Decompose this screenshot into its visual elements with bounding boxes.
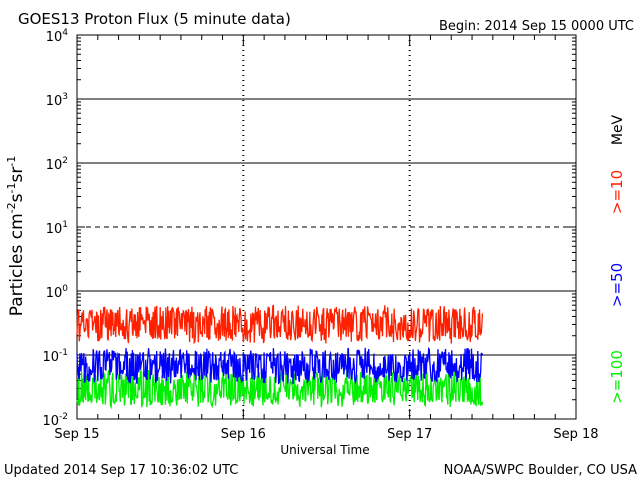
begin-time: Begin: 2014 Sep 15 0000 UTC: [439, 19, 634, 34]
y-tick-label: 100: [46, 284, 69, 301]
x-axis-ticks: Sep 15 Sep 16 Sep 17 Sep 18: [54, 35, 599, 442]
y-axis-label: Particles cm-2s-1sr-1: [5, 156, 27, 317]
legend-unit: MeV: [610, 114, 626, 145]
legend-entry: >=100: [608, 350, 626, 404]
legend: MeV >=10 >=50 >=100: [608, 114, 626, 403]
y-tick-label: 101: [46, 220, 68, 237]
x-axis-label: Universal Time: [280, 443, 369, 457]
credit-text: NOAA/SWPC Boulder, CO USA: [444, 463, 637, 478]
y-tick-label: 103: [46, 92, 68, 109]
y-tick-label: 10-1: [42, 348, 68, 365]
y-tick-label: 104: [46, 28, 69, 45]
legend-entry: >=50: [608, 263, 626, 307]
x-tick-label: Sep 16: [221, 427, 266, 442]
grid-lines: [77, 98, 576, 356]
x-tick-label: Sep 18: [553, 427, 598, 442]
x-tick-label: Sep 15: [54, 427, 99, 442]
series-line-gte100: [76, 369, 484, 410]
y-tick-label: 10-2: [42, 412, 68, 429]
legend-entry: >=10: [608, 170, 626, 214]
data-series: [76, 304, 484, 410]
series-line-gte50: [76, 346, 484, 385]
y-tick-label: 102: [46, 156, 68, 173]
series-line-gte10: [76, 304, 484, 345]
chart-title: GOES13 Proton Flux (5 minute data): [18, 10, 291, 28]
updated-time: Updated 2014 Sep 17 10:36:02 UTC: [4, 463, 238, 478]
x-tick-label: Sep 17: [387, 427, 432, 442]
